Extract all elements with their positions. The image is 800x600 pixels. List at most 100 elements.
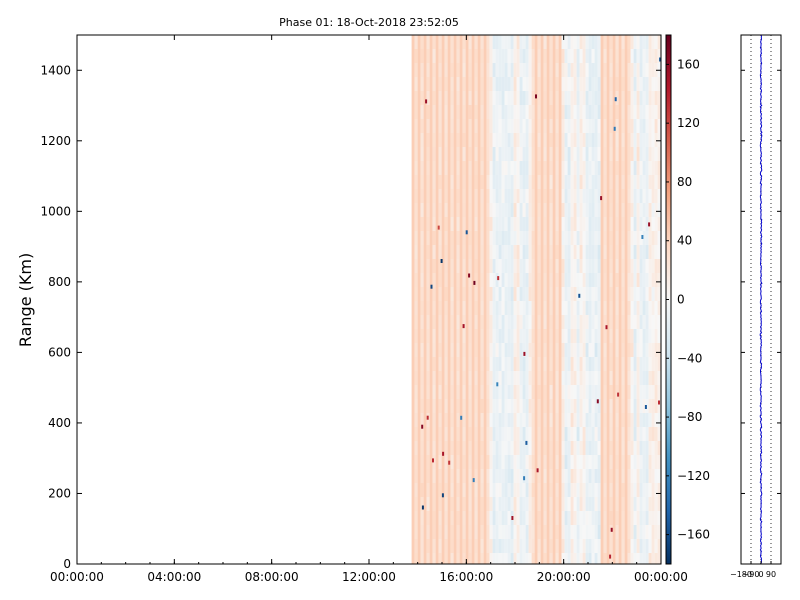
heatmap-cell (429, 91, 433, 105)
heatmap-cell (633, 469, 637, 483)
heatmap-cell (480, 273, 484, 287)
heatmap-cell (642, 329, 646, 343)
heatmap-cell (423, 259, 427, 273)
heatmap-cell (459, 525, 463, 539)
heatmap-cell (657, 357, 661, 371)
heatmap-cell (498, 385, 502, 399)
heatmap-cell (492, 357, 496, 371)
heatmap-cell (504, 497, 508, 511)
heatmap-cell (438, 329, 442, 343)
heatmap-cell (438, 413, 442, 427)
heatmap-cell (510, 203, 514, 217)
colorbar-tick-label: 120 (677, 116, 700, 130)
heatmap-cell (609, 371, 613, 385)
heatmap-cell (552, 91, 556, 105)
heatmap-cell (444, 119, 448, 133)
heatmap-column (549, 35, 553, 564)
heatmap-cell (573, 287, 577, 301)
heatmap-cell (423, 105, 427, 119)
heatmap-cell (543, 175, 547, 189)
heatmap-cell (648, 175, 652, 189)
heatmap-cell (414, 77, 418, 91)
heatmap-cell (441, 133, 445, 147)
heatmap-cell (615, 413, 619, 427)
heatmap-column (645, 35, 649, 564)
heatmap-cell (612, 385, 616, 399)
heatmap-cell (591, 245, 595, 259)
heatmap-cell (579, 217, 583, 231)
heatmap-cell (657, 49, 661, 63)
heatmap-cell (534, 273, 538, 287)
heatmap-cell (522, 217, 526, 231)
heatmap-cell (534, 35, 538, 49)
heatmap-cell (525, 105, 529, 119)
heatmap-cell (639, 189, 643, 203)
heatmap-cell (561, 441, 565, 455)
heatmap-cell (621, 357, 625, 371)
heatmap-cell (561, 371, 565, 385)
heatmap-cell (615, 133, 619, 147)
heatmap-cell (435, 427, 439, 441)
heatmap-cell (444, 217, 448, 231)
heatmap-cell (498, 441, 502, 455)
heatmap-cell (582, 161, 586, 175)
heatmap-cell (489, 413, 493, 427)
heatmap-cell (636, 483, 640, 497)
heatmap-cell (459, 63, 463, 77)
heatmap-cell (441, 273, 445, 287)
heatmap-cell (585, 189, 589, 203)
heatmap-cells (411, 35, 661, 564)
heatmap-cell (627, 203, 631, 217)
heatmap-cell (633, 105, 637, 119)
heatmap-cell (591, 399, 595, 413)
heatmap-cell (588, 189, 592, 203)
heatmap-cell (522, 413, 526, 427)
heatmap-cell (573, 203, 577, 217)
heatmap-cell (423, 385, 427, 399)
heatmap-cell (606, 203, 610, 217)
heatmap-cell (600, 63, 604, 77)
heatmap-cell (657, 35, 661, 49)
heatmap-cell (549, 469, 553, 483)
heatmap-cell (444, 49, 448, 63)
heatmap-cell (609, 189, 613, 203)
heatmap-speckle (659, 57, 661, 62)
x-tick-label: 16:00:00 (439, 570, 493, 584)
heatmap-cell (621, 287, 625, 301)
heatmap-cell (552, 259, 556, 273)
heatmap-cell (453, 329, 457, 343)
heatmap-cell (618, 105, 622, 119)
heatmap-cell (594, 525, 598, 539)
heatmap-cell (633, 217, 637, 231)
heatmap-cell (507, 161, 511, 175)
heatmap-cell (645, 91, 649, 105)
heatmap-cell (573, 399, 577, 413)
heatmap-cell (603, 399, 607, 413)
heatmap-cell (429, 105, 433, 119)
heatmap-cell (519, 119, 523, 133)
heatmap-cell (573, 147, 577, 161)
heatmap-cell (519, 203, 523, 217)
heatmap-cell (576, 231, 580, 245)
heatmap-cell (531, 343, 535, 357)
heatmap-cell (546, 49, 550, 63)
heatmap-cell (441, 203, 445, 217)
heatmap-cell (630, 105, 634, 119)
heatmap-cell (591, 455, 595, 469)
heatmap-cell (594, 357, 598, 371)
heatmap-cell (570, 287, 574, 301)
heatmap-cell (432, 539, 436, 553)
heatmap-cell (525, 483, 529, 497)
heatmap-cell (492, 217, 496, 231)
heatmap-cell (423, 399, 427, 413)
heatmap-cell (474, 301, 478, 315)
heatmap-cell (417, 91, 421, 105)
heatmap-cell (591, 77, 595, 91)
heatmap-cell (561, 217, 565, 231)
heatmap-cell (486, 357, 490, 371)
heatmap-cell (612, 511, 616, 525)
heatmap-cell (492, 539, 496, 553)
heatmap-cell (546, 343, 550, 357)
heatmap-cell (561, 315, 565, 329)
heatmap-cell (612, 259, 616, 273)
